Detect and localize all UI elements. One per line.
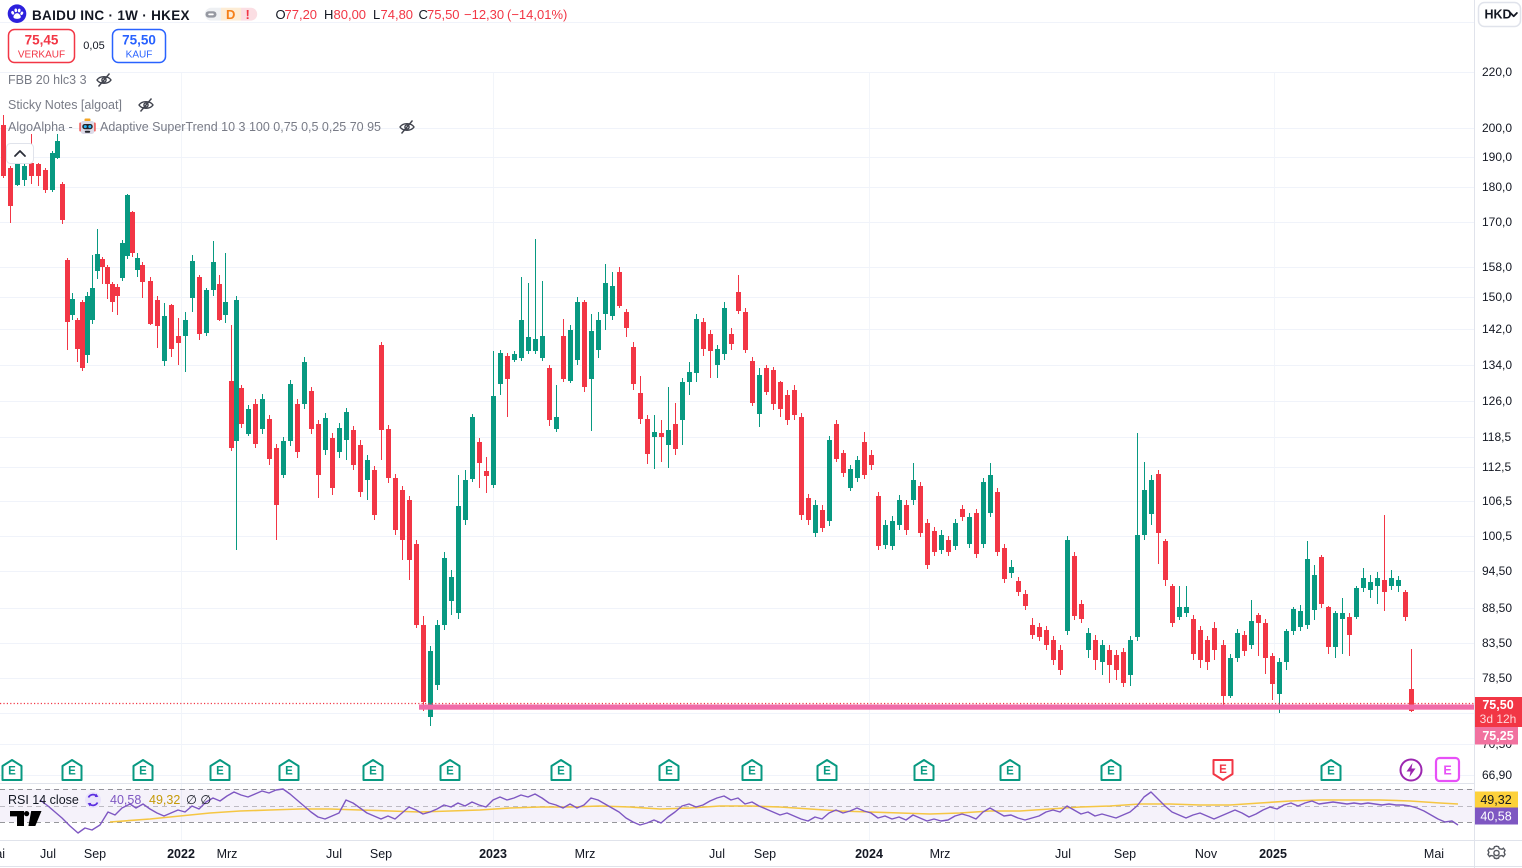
svg-text:Mrz: Mrz <box>575 847 596 861</box>
svg-text:Sticky Notes [algoat]: Sticky Notes [algoat] <box>8 98 122 112</box>
svg-text:VERKAUF: VERKAUF <box>18 50 65 61</box>
svg-text:126,0: 126,0 <box>1482 394 1512 408</box>
svg-text:Jul: Jul <box>1055 847 1071 861</box>
svg-text:Sep: Sep <box>84 847 106 861</box>
svg-text:BAIDU INC · 1W · HKEX: BAIDU INC · 1W · HKEX <box>32 8 190 23</box>
svg-text:220,0: 220,0 <box>1482 65 1512 79</box>
svg-text:HKD: HKD <box>1485 8 1512 22</box>
svg-text:E: E <box>446 766 454 778</box>
svg-text:Sep: Sep <box>1114 847 1136 861</box>
svg-text:Mrz: Mrz <box>930 847 951 861</box>
svg-text:Nov: Nov <box>1195 847 1218 861</box>
svg-text:158,0: 158,0 <box>1482 260 1512 274</box>
svg-text:E: E <box>1219 764 1227 776</box>
svg-text:Mrz: Mrz <box>217 847 238 861</box>
svg-text:E: E <box>1443 764 1451 778</box>
svg-text:E: E <box>1006 766 1014 778</box>
svg-text:E: E <box>823 766 831 778</box>
svg-text:2024: 2024 <box>855 847 883 861</box>
svg-text:170,0: 170,0 <box>1482 215 1512 229</box>
svg-text:O: O <box>276 7 286 22</box>
svg-text:83,50: 83,50 <box>1482 636 1512 650</box>
svg-text:100,5: 100,5 <box>1482 529 1512 543</box>
svg-text:Mai: Mai <box>0 847 5 861</box>
svg-text:E: E <box>920 766 928 778</box>
svg-text:E: E <box>68 766 76 778</box>
svg-text:106,5: 106,5 <box>1482 494 1512 508</box>
svg-text:RSI 14 close: RSI 14 close <box>8 793 79 807</box>
svg-text:E: E <box>216 766 224 778</box>
svg-text:74,80: 74,80 <box>381 7 414 22</box>
svg-text:E: E <box>285 766 293 778</box>
svg-text:3d 12h: 3d 12h <box>1480 712 1517 726</box>
svg-text:2022: 2022 <box>167 847 195 861</box>
svg-text:AlgoAlpha -: AlgoAlpha - <box>8 120 73 134</box>
svg-text:KAUF: KAUF <box>126 50 153 61</box>
svg-text:!: ! <box>246 7 250 22</box>
svg-text:Jul: Jul <box>326 847 342 861</box>
svg-text:200,0: 200,0 <box>1482 121 1512 135</box>
svg-text:49,32: 49,32 <box>1480 793 1511 807</box>
svg-text:D: D <box>226 7 235 22</box>
svg-text:Sep: Sep <box>754 847 776 861</box>
svg-text:134,0: 134,0 <box>1482 358 1512 372</box>
svg-text:75,50: 75,50 <box>427 7 460 22</box>
svg-text:Sep: Sep <box>370 847 392 861</box>
svg-text:E: E <box>1107 766 1115 778</box>
svg-text:75,45: 75,45 <box>25 33 59 48</box>
svg-text:0,05: 0,05 <box>83 40 104 52</box>
svg-text:E: E <box>748 766 756 778</box>
svg-text:180,0: 180,0 <box>1482 180 1512 194</box>
svg-text:Jul: Jul <box>40 847 56 861</box>
svg-text:(−14,01%): (−14,01%) <box>507 7 567 22</box>
svg-text:190,0: 190,0 <box>1482 150 1512 164</box>
svg-text:E: E <box>369 766 377 778</box>
svg-text:E: E <box>557 766 565 778</box>
svg-text:150,0: 150,0 <box>1482 290 1512 304</box>
svg-text:FBB 20 hlc3 3: FBB 20 hlc3 3 <box>8 73 87 87</box>
svg-text:E: E <box>1327 766 1335 778</box>
svg-text:66,90: 66,90 <box>1482 768 1512 782</box>
svg-text:75,25: 75,25 <box>1482 729 1513 743</box>
svg-text:49,32: 49,32 <box>149 793 180 807</box>
svg-text:H: H <box>324 7 333 22</box>
svg-text:80,00: 80,00 <box>334 7 367 22</box>
svg-text:40,58: 40,58 <box>110 793 141 807</box>
svg-text:75,50: 75,50 <box>122 33 156 48</box>
svg-text:78,50: 78,50 <box>1482 671 1512 685</box>
svg-text:E: E <box>665 766 673 778</box>
svg-text:40,58: 40,58 <box>1480 810 1511 824</box>
svg-text:Mai: Mai <box>1424 847 1444 861</box>
svg-text:88,50: 88,50 <box>1482 601 1512 615</box>
svg-text:94,50: 94,50 <box>1482 564 1512 578</box>
svg-text:E: E <box>139 766 147 778</box>
svg-text:∅ ∅: ∅ ∅ <box>186 793 211 807</box>
svg-text:C: C <box>419 7 428 22</box>
svg-text:2025: 2025 <box>1259 847 1287 861</box>
svg-text:112,5: 112,5 <box>1482 460 1511 474</box>
svg-text:Jul: Jul <box>709 847 725 861</box>
svg-text:118,5: 118,5 <box>1482 430 1511 444</box>
svg-text:75,50: 75,50 <box>1482 698 1513 712</box>
svg-text:−12,30: −12,30 <box>464 7 504 22</box>
svg-text:E: E <box>8 766 16 778</box>
svg-text:Adaptive SuperTrend 10 3 100 0: Adaptive SuperTrend 10 3 100 0,75 0,5 0,… <box>100 120 381 134</box>
svg-text:142,0: 142,0 <box>1482 322 1512 336</box>
svg-text:77,20: 77,20 <box>285 7 318 22</box>
svg-text:L: L <box>373 7 380 22</box>
svg-text:2023: 2023 <box>479 847 507 861</box>
